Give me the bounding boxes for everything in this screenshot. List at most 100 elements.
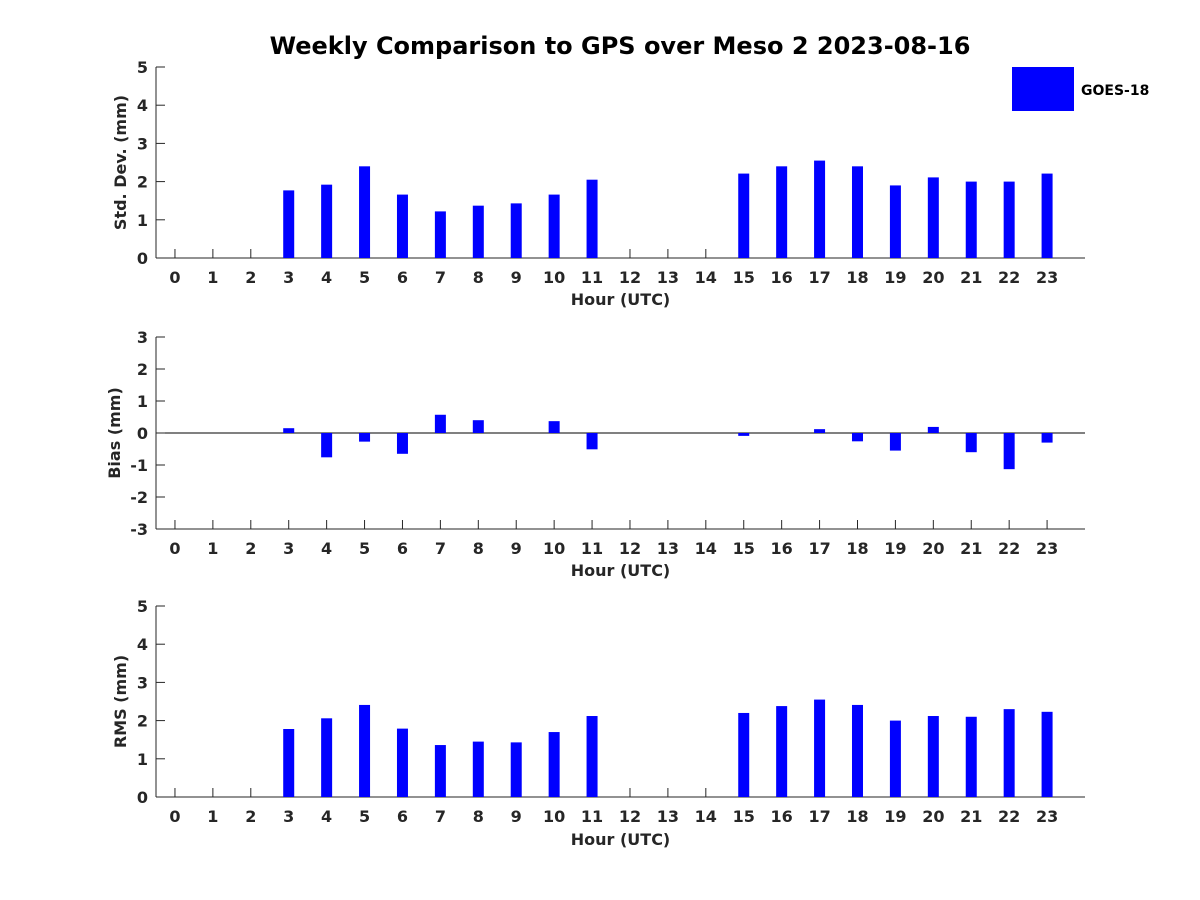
rms-x-tick-label: 8 (473, 807, 484, 826)
rms-x-tick-label: 3 (283, 807, 294, 826)
bias-x-tick-label: 9 (511, 539, 522, 558)
rms-bar-hour-23 (1041, 711, 1053, 797)
stddev-bar-hour-11 (586, 179, 598, 258)
stddev-bar-hour-21 (965, 181, 977, 258)
stddev-x-tick-label: 0 (169, 268, 180, 287)
rms-bar-hour-3 (283, 729, 295, 797)
legend-swatch (1012, 67, 1074, 111)
stddev-bar-hour-8 (472, 205, 484, 258)
stddev-bar-hour-16 (776, 166, 788, 258)
bias-bar-hour-3 (283, 428, 295, 433)
bias-y-axis-label: Bias (mm) (105, 387, 124, 479)
rms-y-tick-label: 5 (137, 597, 148, 616)
bias-x-tick-label: 14 (695, 539, 717, 558)
stddev-bar-hour-22 (1003, 181, 1015, 258)
rms-x-tick-label: 0 (169, 807, 180, 826)
bias-x-tick-label: 17 (808, 539, 830, 558)
bias-x-tick-label: 23 (1036, 539, 1058, 558)
stddev-y-tick-label: 1 (137, 211, 148, 230)
bias-y-tick-label: 3 (137, 328, 148, 347)
stddev-x-tick-label: 4 (321, 268, 332, 287)
rms-bar-hour-15 (738, 712, 750, 797)
stddev-x-tick-label: 23 (1036, 268, 1058, 287)
stddev-x-tick-label: 6 (397, 268, 408, 287)
stddev-bar-hour-4 (321, 184, 333, 258)
stddev-bar-hour-3 (283, 190, 295, 258)
bias-y-tick-label: 2 (137, 360, 148, 379)
rms-y-tick-label: 4 (137, 635, 148, 654)
bias-y-tick-label: 0 (137, 424, 148, 443)
stddev-x-tick-label: 8 (473, 268, 484, 287)
rms-bar-hour-6 (396, 728, 408, 797)
stddev-y-tick-label: 2 (137, 173, 148, 192)
bias-x-tick-label: 11 (581, 539, 603, 558)
legend-label: GOES-18 (1081, 83, 1149, 99)
bias-y-tick-label: -3 (130, 520, 148, 539)
bias-bar-hour-23 (1041, 433, 1053, 443)
bias-bar-hour-18 (851, 433, 863, 442)
bias-x-tick-label: 1 (207, 539, 218, 558)
bias-bar-hour-10 (548, 421, 560, 433)
bias-x-tick-label: 12 (619, 539, 641, 558)
rms-x-tick-label: 11 (581, 807, 603, 826)
bias-bar-hour-15 (738, 433, 750, 436)
rms-x-tick-label: 14 (695, 807, 717, 826)
bias-x-tick-label: 13 (657, 539, 679, 558)
bias-x-tick-label: 7 (435, 539, 446, 558)
bias-bar-hour-22 (1003, 433, 1015, 470)
rms-x-tick-label: 20 (922, 807, 944, 826)
bias-x-tick-label: 2 (245, 539, 256, 558)
chart-title: Weekly Comparison to GPS over Meso 2 202… (270, 32, 971, 60)
bias-bar-hour-20 (927, 426, 939, 433)
stddev-bar-hour-18 (851, 166, 863, 258)
bias-x-tick-label: 18 (846, 539, 868, 558)
rms-x-tick-label: 7 (435, 807, 446, 826)
rms-bar-hour-7 (434, 745, 446, 797)
bias-x-tick-label: 20 (922, 539, 944, 558)
rms-x-tick-label: 13 (657, 807, 679, 826)
rms-bar-hour-22 (1003, 709, 1015, 797)
stddev-y-tick-label: 0 (137, 249, 148, 268)
stddev-bar-hour-5 (359, 166, 371, 258)
bias-x-axis-label: Hour (UTC) (571, 561, 671, 580)
stddev-bar-hour-17 (814, 160, 826, 258)
rms-bar-hour-20 (927, 716, 939, 797)
bias-y-tick-label: -1 (130, 456, 148, 475)
bias-y-tick-label: -2 (130, 488, 148, 507)
bias-y-tick-label: 1 (137, 392, 148, 411)
stddev-x-tick-label: 15 (733, 268, 755, 287)
bias-x-tick-label: 22 (998, 539, 1020, 558)
stddev-bar-hour-10 (548, 194, 560, 258)
rms-x-tick-label: 5 (359, 807, 370, 826)
bias-x-tick-label: 19 (884, 539, 906, 558)
stddev-bar-hour-19 (889, 185, 901, 258)
rms-bar-hour-5 (359, 704, 371, 797)
rms-x-axis-label: Hour (UTC) (571, 830, 671, 849)
stddev-x-tick-label: 1 (207, 268, 218, 287)
stddev-x-tick-label: 3 (283, 268, 294, 287)
rms-y-tick-label: 3 (137, 673, 148, 692)
rms-x-tick-label: 19 (884, 807, 906, 826)
stddev-x-tick-label: 5 (359, 268, 370, 287)
stddev-x-tick-label: 13 (657, 268, 679, 287)
stddev-x-tick-label: 12 (619, 268, 641, 287)
stddev-bar-hour-6 (396, 194, 408, 258)
stddev-x-tick-label: 20 (922, 268, 944, 287)
bias-bar-hour-8 (472, 420, 484, 433)
rms-y-tick-label: 1 (137, 750, 148, 769)
bias-bar-hour-17 (814, 429, 826, 433)
stddev-bar-hour-20 (927, 177, 939, 258)
rms-bar-hour-8 (472, 741, 484, 797)
rms-x-tick-label: 15 (733, 807, 755, 826)
rms-x-tick-label: 4 (321, 807, 332, 826)
rms-x-tick-label: 23 (1036, 807, 1058, 826)
bias-bar-hour-6 (396, 433, 408, 454)
stddev-x-tick-label: 21 (960, 268, 982, 287)
rms-y-tick-label: 0 (137, 788, 148, 807)
rms-x-tick-label: 10 (543, 807, 565, 826)
stddev-bar-hour-9 (510, 203, 522, 258)
stddev-bar-hour-23 (1041, 173, 1053, 258)
rms-bar-hour-9 (510, 742, 522, 797)
bias-x-tick-label: 21 (960, 539, 982, 558)
